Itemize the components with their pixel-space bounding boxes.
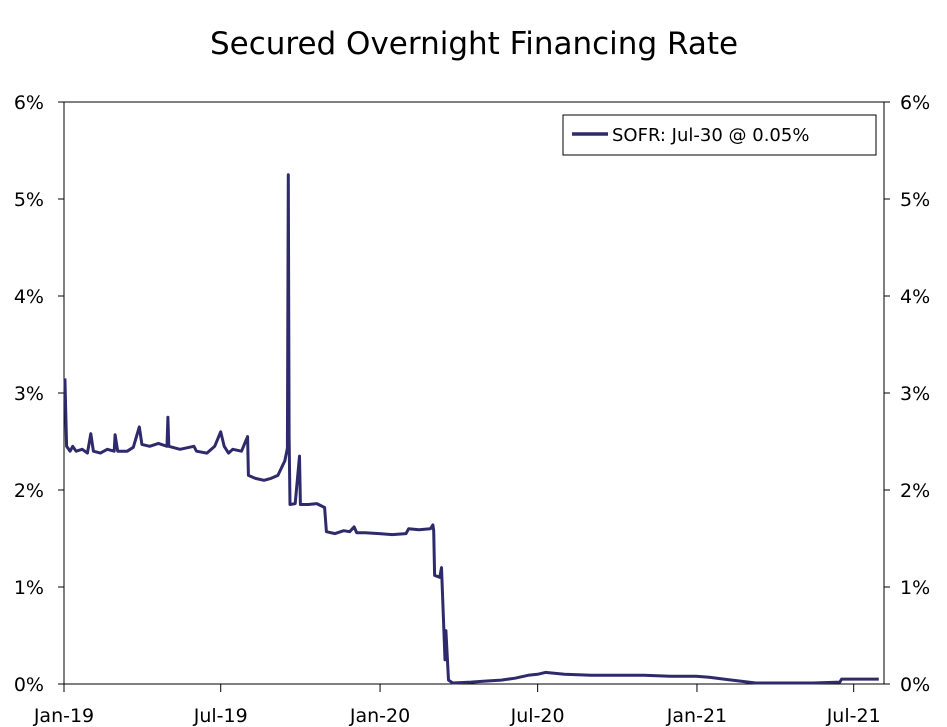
series-line-sofr	[63, 173, 879, 685]
y-tick-label-left: 5%	[14, 189, 44, 211]
y-tick-label-left: 1%	[14, 577, 44, 599]
y-tick-label-right: 5%	[900, 189, 930, 211]
y-tick-label-right: 2%	[900, 480, 930, 502]
y-tick-label-right: 3%	[900, 383, 930, 405]
plot-area	[63, 101, 885, 685]
series-layer	[63, 173, 879, 685]
y-tick-label-right: 4%	[900, 286, 930, 308]
legend-label: SOFR: Jul-30 @ 0.05%	[612, 125, 809, 146]
chart-title: Secured Overnight Financing Rate	[210, 26, 738, 62]
x-tick-label: Jan-21	[666, 705, 727, 727]
y-tick-label-left: 3%	[14, 383, 44, 405]
y-tick-label-right: 0%	[900, 674, 930, 696]
axes: 0% 0% 1% 1% 2% 2% 3% 3% 4% 4% 5% 5% 6% 6% Jan-19 Jul-19…	[14, 92, 930, 727]
y-tick-label-right: 6%	[900, 92, 930, 114]
x-tick-label: Jul-19	[193, 705, 248, 727]
y-tick-label-left: 2%	[14, 480, 44, 502]
x-tick-label: Jan-19	[33, 705, 94, 727]
x-tick-label: Jan-20	[349, 705, 410, 727]
y-tick-label-left: 0%	[14, 674, 44, 696]
legend-box	[562, 114, 877, 156]
y-tick-label-right: 1%	[900, 577, 930, 599]
x-tick-label: Jul-20	[510, 705, 565, 727]
x-tick-label: Jul-21	[826, 705, 881, 727]
y-tick-label-left: 6%	[14, 92, 44, 114]
legend: SOFR: Jul-30 @ 0.05%	[562, 114, 877, 156]
y-tick-label-left: 4%	[14, 286, 44, 308]
